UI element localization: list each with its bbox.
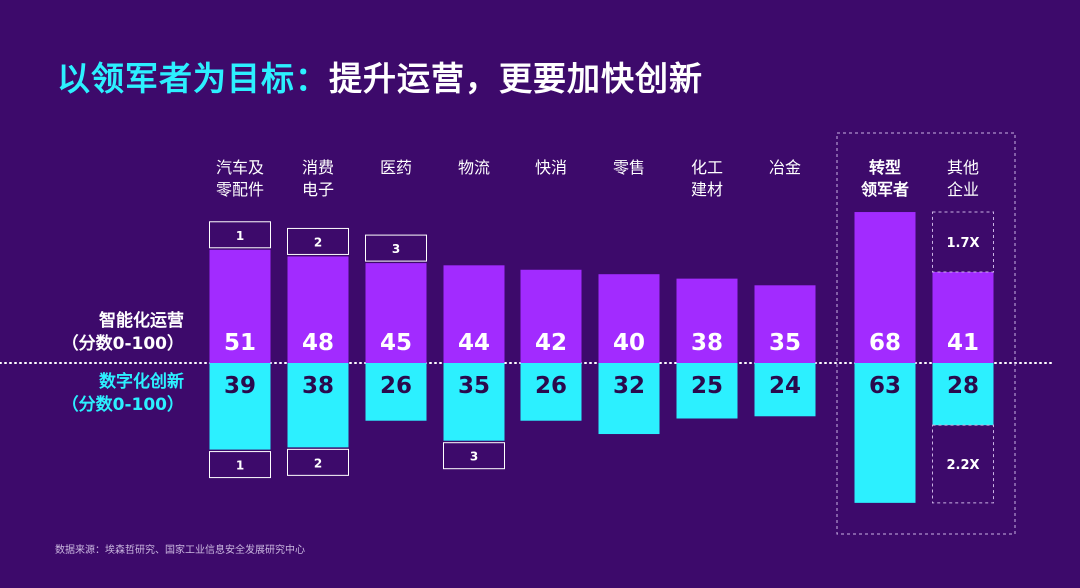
value-label-innovation: 35 [458, 373, 490, 399]
value-label-operations: 68 [869, 330, 901, 356]
category-label: 化工 [691, 158, 723, 177]
row-label-innovation-scale: （分数0-100） [62, 394, 184, 415]
category-label: 企业 [947, 180, 979, 199]
category-label: 零配件 [216, 180, 264, 199]
rank-label-operations: 1 [236, 229, 244, 243]
category-label: 快消 [535, 158, 567, 177]
bar-innovation [520, 363, 582, 421]
value-label-innovation: 28 [947, 373, 979, 399]
bar-innovation [598, 363, 660, 435]
bar-innovation [209, 363, 271, 450]
category-label: 物流 [458, 158, 490, 177]
bar-operations [443, 265, 505, 363]
value-label-innovation: 39 [224, 373, 256, 399]
rank-box-operations [287, 227, 349, 255]
category-label: 建材 [691, 180, 723, 199]
page-title: 以领军者为目标：提升运营，更要加快创新 [57, 52, 703, 100]
bar-innovation [754, 363, 816, 417]
rank-box-operations [365, 234, 427, 262]
bar-innovation [932, 363, 994, 426]
category-label: 汽车及 [216, 158, 264, 177]
value-label-operations: 38 [691, 330, 723, 356]
value-label-innovation: 38 [302, 373, 334, 399]
category-label: 其他 [947, 158, 979, 177]
rank-label-operations: 2 [314, 235, 322, 249]
value-label-operations: 40 [613, 330, 645, 356]
value-label-operations: 48 [302, 330, 334, 356]
value-label-operations: 41 [947, 330, 979, 356]
rank-label-innovation: 3 [470, 450, 478, 464]
bar-innovation [365, 363, 427, 421]
bar-operations [754, 285, 816, 363]
row-label-innovation: 数字化创新 [99, 371, 184, 392]
value-label-innovation: 25 [691, 373, 723, 399]
data-source-note: 数据来源：埃森哲研究、国家工业信息安全发展研究中心 [55, 545, 305, 556]
value-label-operations: 45 [380, 330, 412, 356]
bar-operations [676, 278, 738, 363]
rank-box-operations [209, 221, 271, 249]
value-label-operations: 42 [535, 330, 567, 356]
rank-label-innovation: 2 [314, 456, 322, 470]
value-label-innovation: 63 [869, 373, 901, 399]
title-highlight: 以领军者为目标： [57, 59, 329, 98]
bar-operations [365, 263, 427, 363]
category-label: 冶金 [769, 158, 801, 177]
bar-operations [598, 274, 660, 363]
multiplier-box-innovation [932, 424, 994, 504]
rank-box-innovation [443, 442, 505, 470]
rank-label-operations: 3 [392, 242, 400, 256]
value-label-innovation: 26 [380, 373, 412, 399]
multiplier-box-operations [932, 211, 994, 273]
category-label: 医药 [380, 158, 412, 177]
leader-comparison-frame [836, 132, 1016, 535]
category-label: 零售 [613, 158, 645, 177]
category-label: 电子 [302, 180, 334, 199]
category-label: 转型 [869, 158, 901, 177]
category-label: 领军者 [861, 180, 909, 199]
value-label-innovation: 24 [769, 373, 801, 399]
row-label-operations-scale: （分数0-100） [62, 333, 184, 354]
bar-innovation [443, 363, 505, 441]
bar-operations [854, 212, 916, 363]
title-rest: 提升运营，更要加快创新 [329, 59, 703, 98]
bar-innovation [854, 363, 916, 503]
rank-box-innovation [287, 448, 349, 476]
value-label-innovation: 26 [535, 373, 567, 399]
bar-innovation [287, 363, 349, 448]
rank-label-innovation: 1 [236, 459, 244, 473]
bar-operations [520, 269, 582, 363]
value-label-innovation: 32 [613, 373, 645, 399]
multiplier-label-innovation: 2.2X [946, 458, 979, 473]
value-label-operations: 51 [224, 330, 256, 356]
multiplier-label-operations: 1.7X [946, 236, 979, 251]
value-label-operations: 35 [769, 330, 801, 356]
rank-box-innovation [209, 451, 271, 479]
bar-innovation [676, 363, 738, 419]
bar-operations [209, 249, 271, 363]
row-label-operations: 智能化运营 [99, 310, 184, 331]
bar-operations [932, 271, 994, 363]
bar-operations [287, 256, 349, 363]
value-label-operations: 44 [458, 330, 490, 356]
category-label: 消费 [302, 158, 334, 177]
